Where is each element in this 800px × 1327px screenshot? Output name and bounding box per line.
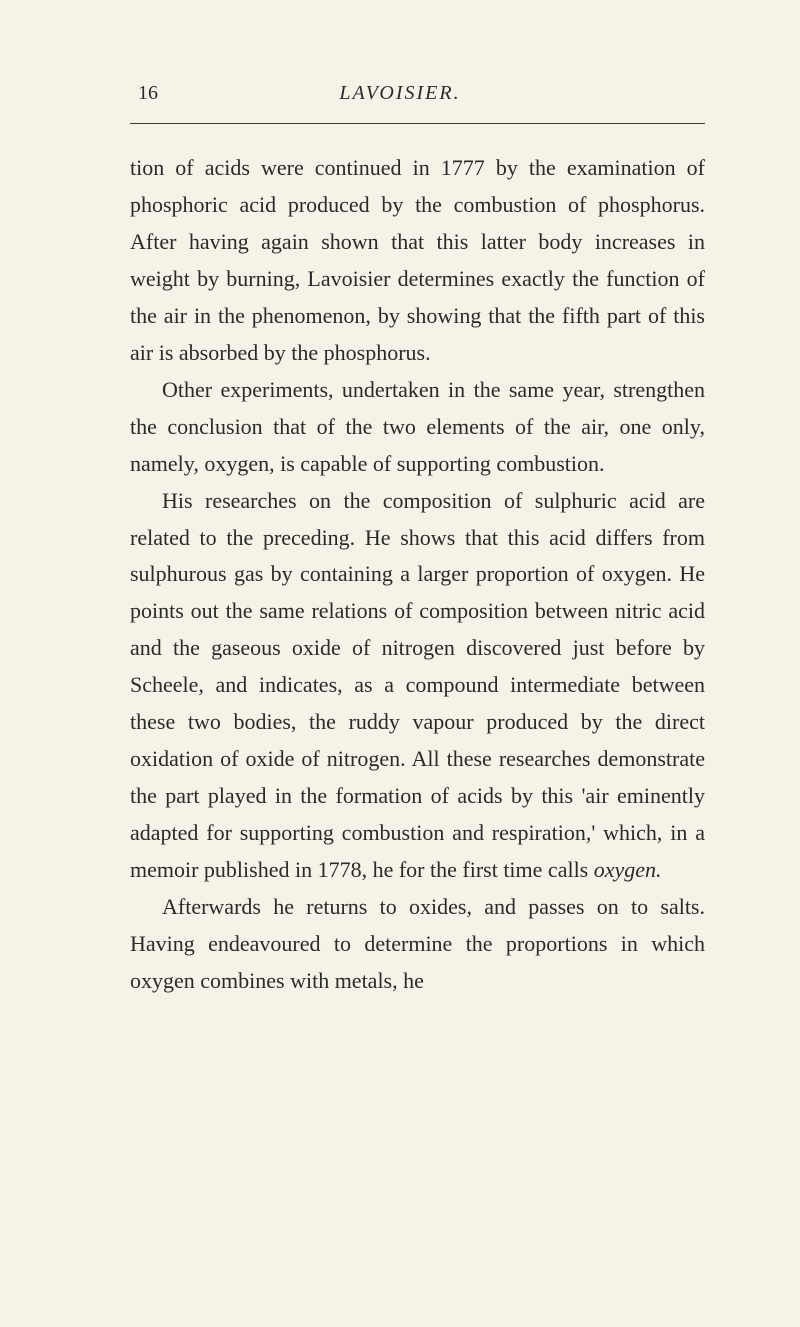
body-text-container: tion of acids were continued in 1777 by … <box>130 150 705 1000</box>
page-number: 16 <box>138 82 158 105</box>
paragraph: His researches on the composition of sul… <box>130 483 705 889</box>
italic-text: oxygen. <box>594 857 662 882</box>
page-header-title: LAVOISIER. <box>339 82 460 105</box>
text-span: His researches on the composition of sul… <box>130 488 705 883</box>
paragraph: Afterwards he returns to oxides, and pas… <box>130 889 705 1000</box>
header-divider <box>130 123 705 124</box>
paragraph: Other experiments, undertaken in the sam… <box>130 372 705 483</box>
paragraph: tion of acids were continued in 1777 by … <box>130 150 705 372</box>
